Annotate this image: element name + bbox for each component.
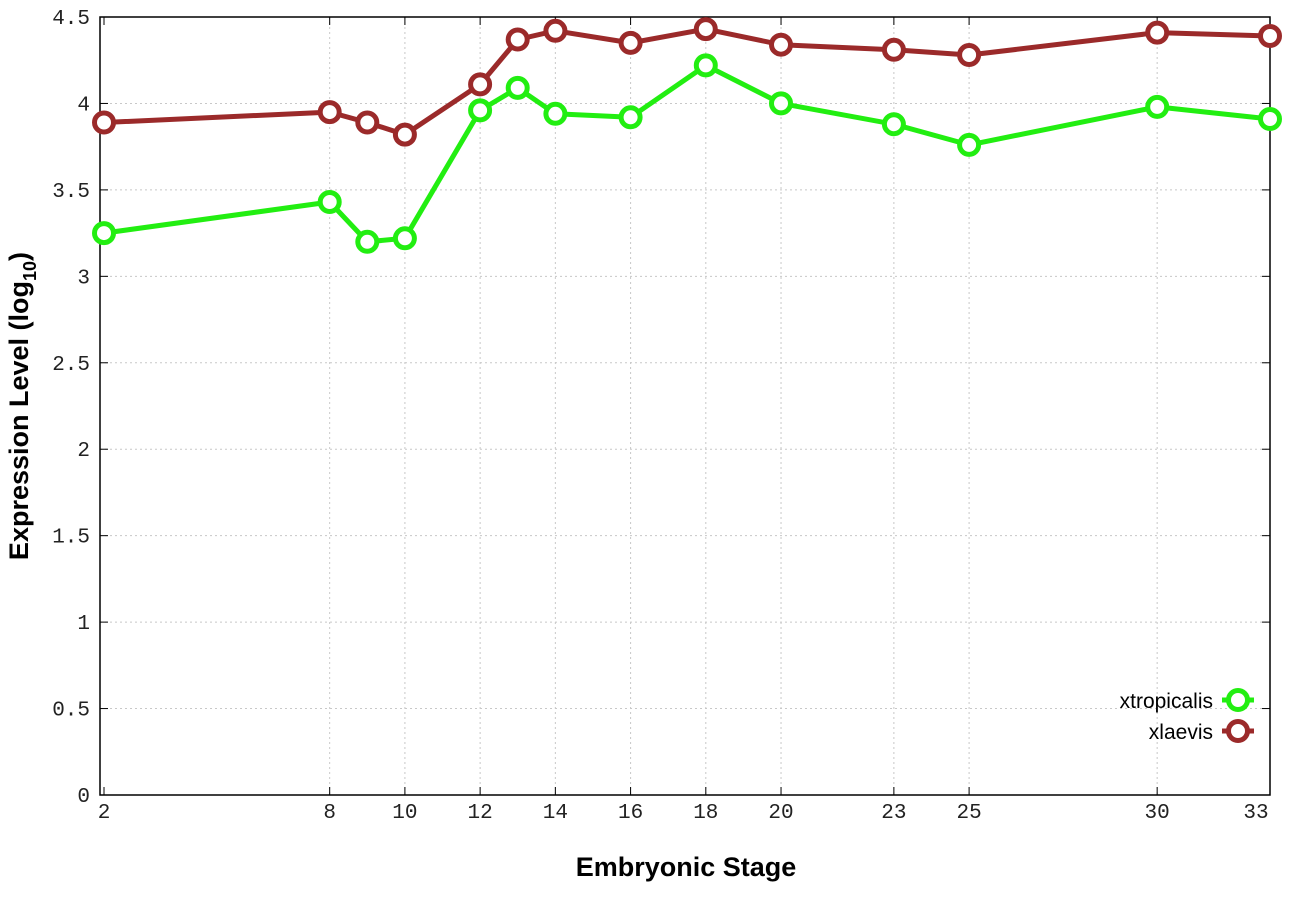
- y-tick-label: 1.5: [52, 527, 90, 550]
- y-tick-label: 4.5: [52, 8, 90, 31]
- y-axis-title: Expression Level (log10): [4, 252, 40, 560]
- data-point-xlaevis: [957, 43, 982, 67]
- data-point-xlaevis: [881, 37, 906, 62]
- x-tick-label: 8: [323, 802, 336, 825]
- data-point-xtropicalis: [543, 101, 568, 126]
- data-point-xtropicalis: [392, 226, 417, 251]
- x-axis-title: Embryonic Stage: [576, 852, 797, 882]
- x-tick-label: 12: [468, 802, 493, 825]
- x-tick-label: 18: [693, 802, 718, 825]
- series-layer: [92, 17, 1282, 254]
- data-point-xtropicalis: [1145, 94, 1170, 119]
- plot-area-border: [99, 16, 1271, 796]
- legend-marker-xlaevis: [1226, 719, 1250, 743]
- legend: xtropicalis xlaevis: [1120, 688, 1254, 744]
- y-axis-title-close: ): [4, 252, 34, 261]
- data-point-xtropicalis: [957, 132, 982, 157]
- data-point-xtropicalis: [505, 75, 530, 100]
- y-axis-title-main: Expression Level (log: [4, 281, 34, 560]
- data-point-xtropicalis: [317, 190, 342, 214]
- x-tick-label: 33: [1243, 802, 1268, 825]
- y-tick-label: 2: [77, 440, 90, 463]
- data-point-xlaevis: [505, 27, 530, 52]
- data-point-xtropicalis: [618, 105, 643, 130]
- data-point-xlaevis: [769, 32, 793, 57]
- legend-label-xtropicalis: xtropicalis: [1120, 690, 1213, 713]
- y-tick-label: 2.5: [52, 354, 90, 377]
- data-point-xtropicalis: [92, 221, 116, 246]
- y-tick-label: 0: [77, 786, 90, 809]
- y-tick-label: 1: [77, 613, 90, 636]
- x-tick-label: 10: [392, 802, 417, 825]
- y-tick-label: 0.5: [52, 700, 90, 723]
- data-point-xtropicalis: [1258, 107, 1282, 131]
- y-tick-label: 4: [77, 94, 90, 117]
- data-point-xlaevis: [355, 110, 380, 135]
- x-tick-label: 2: [98, 802, 111, 825]
- ticks-layer: 0 0.5 1 1.5 2 2.5 3 3.5 4 4.5 2 8 10 12 14 16 18 20 23 25 30…: [52, 8, 1271, 825]
- y-tick-label: 3: [77, 267, 90, 290]
- x-tick-label: 20: [768, 802, 793, 825]
- series-line-xtropicalis: [103, 62, 1271, 245]
- data-point-xlaevis: [317, 100, 342, 125]
- data-point-xtropicalis: [693, 53, 718, 78]
- x-tick-label: 30: [1145, 802, 1170, 825]
- data-point-xtropicalis: [769, 91, 793, 116]
- data-point-xlaevis: [392, 122, 417, 147]
- data-point-xlaevis: [92, 110, 116, 135]
- data-point-xlaevis: [1145, 20, 1170, 45]
- x-tick-label: 14: [543, 802, 568, 825]
- x-tick-label: 16: [618, 802, 643, 825]
- x-tick-label: 25: [956, 802, 981, 825]
- data-point-xlaevis: [543, 18, 568, 43]
- legend-label-xlaevis: xlaevis: [1149, 721, 1213, 744]
- data-point-xlaevis: [468, 72, 493, 97]
- data-point-xtropicalis: [355, 229, 380, 254]
- y-axis-title-subscript: 10: [20, 261, 40, 281]
- grid-layer: [100, 17, 1270, 795]
- data-point-xtropicalis: [881, 112, 906, 137]
- y-tick-label: 3.5: [52, 181, 90, 204]
- data-point-xtropicalis: [468, 98, 493, 123]
- data-point-xlaevis: [693, 17, 718, 42]
- data-point-xlaevis: [1258, 24, 1282, 48]
- legend-marker-xtropicalis: [1226, 688, 1250, 712]
- data-point-xlaevis: [618, 30, 643, 55]
- x-tick-label: 23: [881, 802, 906, 825]
